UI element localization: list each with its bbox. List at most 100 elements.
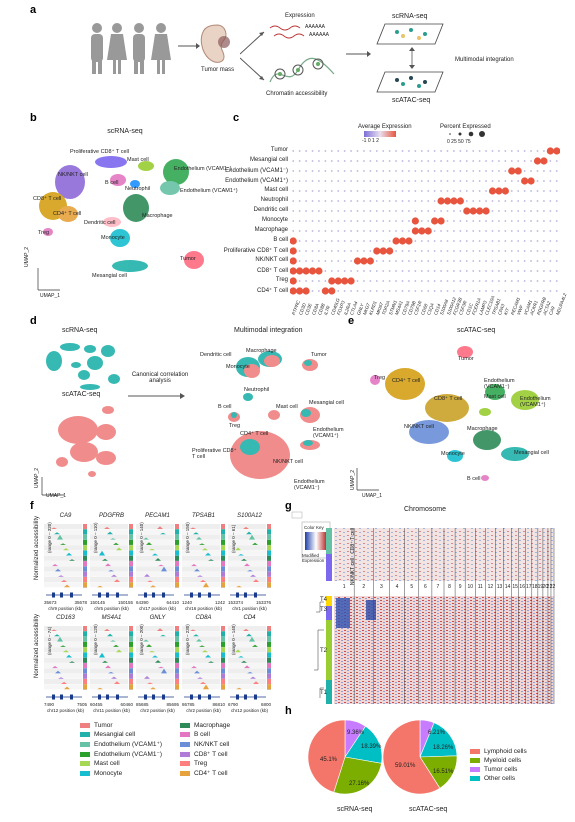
dotplot-dot — [453, 260, 455, 262]
polya-2: AAAAAA — [309, 32, 330, 38]
dotplot-dot — [318, 170, 320, 172]
dotplot-dot — [530, 210, 532, 212]
dotplot-dot — [543, 210, 545, 212]
panel-label-e: e — [348, 315, 355, 327]
dotplot-dot — [408, 220, 410, 222]
dotplot-dot — [504, 170, 507, 172]
dotplot-dot — [375, 240, 378, 242]
dotplot-dot — [427, 160, 430, 162]
dotplot-dot — [543, 290, 545, 292]
cluster-mast — [138, 161, 154, 171]
dotplot-dot — [446, 280, 449, 282]
dotplot-dot — [366, 257, 374, 265]
dotplot-dot — [420, 190, 423, 192]
dotplot-dot — [440, 270, 442, 272]
f-top-tracks: CA9 (range 0 – 320) 35673 35678 chr9 positio… — [44, 513, 284, 613]
dotplot-dot — [498, 160, 500, 162]
dotplot-dot — [485, 200, 487, 202]
dotplot-dot — [318, 290, 320, 292]
dotplot-dot — [298, 230, 301, 232]
dotplot-dot — [491, 240, 494, 242]
dotplot-dot — [318, 180, 320, 182]
dotplot-dot — [478, 280, 481, 282]
d-integration-title: Multimodal integration — [234, 327, 303, 334]
dotplot-dot — [356, 180, 359, 182]
dotplot-dot — [292, 190, 295, 192]
dotplot-dot — [555, 250, 558, 252]
dotplot-dot — [427, 290, 430, 292]
dotplot-dot — [350, 260, 352, 262]
dotplot-dot — [440, 290, 442, 292]
dotplot-dot — [302, 267, 310, 275]
f-track-cd8a: CD8A (range 0 – 230) 86785 86810 chr2 positi… — [182, 615, 225, 715]
dotplot-dot — [363, 240, 365, 242]
dotplot-dot — [433, 230, 436, 232]
dotplot-dot — [395, 280, 397, 282]
dotplot-dot — [530, 220, 532, 222]
dotplot-dot — [440, 180, 442, 182]
dotplot-dot — [517, 180, 520, 182]
dotplot-dot — [517, 250, 520, 252]
dotplot-grid — [290, 147, 560, 295]
g-chromosome-number: 10 — [467, 584, 474, 590]
f-range-label: (range 0 – 140) — [139, 522, 144, 553]
dotplot-dot — [350, 210, 352, 212]
dotplot-dot — [408, 280, 410, 282]
g-chromosome-number: 6 — [423, 584, 427, 590]
d-label-macrophage: Macrophage — [246, 348, 277, 354]
dotplot-dot — [401, 210, 404, 212]
dotplot-dot — [472, 290, 475, 292]
e-label-mesangial: Mesangial cell — [514, 450, 549, 456]
e-label-tumor: Tumor — [458, 356, 474, 362]
dotplot-dot — [491, 200, 494, 202]
dotplot-dot — [305, 200, 307, 202]
label-neutrophil-b: Neutrophil — [125, 186, 151, 192]
d-scatac-title: scATAC-seq — [62, 391, 101, 398]
dotplot-dot — [414, 240, 417, 242]
f-legend-item: B cell — [180, 731, 280, 738]
dotplot-dot — [395, 250, 397, 252]
dotplot-dot — [360, 257, 368, 265]
scrna-label-a: scRNA-seq — [392, 13, 428, 20]
dotplot-dot — [440, 190, 442, 192]
dotplot-dot — [523, 290, 526, 292]
dotplot-dot — [549, 210, 552, 212]
g-t4: T4 — [320, 597, 328, 603]
dotplot-dot — [318, 260, 320, 262]
avg-expr-title: Average Expression — [358, 124, 412, 130]
dotplot-dot — [543, 180, 545, 182]
dotplot-dot — [543, 240, 545, 242]
dotplot-dot — [382, 210, 385, 212]
f-range-label: (range 0 – 110) — [93, 522, 98, 553]
dotplot-dot — [324, 250, 327, 252]
dotplot-dot — [350, 240, 352, 242]
dotplot-dot — [491, 150, 494, 152]
dotplot-dot — [472, 220, 475, 222]
dotplot-dot — [382, 270, 385, 272]
dotplot-dot — [356, 160, 359, 162]
pie-slice — [333, 756, 382, 795]
dotplot-dot — [459, 230, 462, 232]
dotplot-dot — [459, 210, 462, 212]
dotplot-dot — [482, 207, 490, 215]
f-gene-title: PECAM1 — [145, 513, 170, 519]
dotplot-dot — [523, 190, 526, 192]
g-chromosome-number: 2 — [362, 584, 366, 590]
dotplot-dot — [382, 220, 385, 222]
dotplot-dot — [427, 270, 430, 272]
umap-b-title: scRNA-seq — [107, 128, 143, 135]
d-scatac-umap — [56, 406, 116, 477]
f-gene-title: S100A12 — [237, 513, 262, 519]
dotplot-dot — [517, 260, 520, 262]
dotplot-row-label: Neutrophil — [260, 197, 288, 203]
dotplot-dot — [420, 180, 423, 182]
dotplot-dot — [491, 280, 494, 282]
h-legend-label: Lymphoid cells — [484, 748, 527, 755]
dotplot-dot — [414, 270, 417, 272]
dotplot-dot — [318, 210, 320, 212]
dotplot-dot — [420, 260, 423, 262]
dotplot-dot — [337, 250, 340, 252]
dotplot-dot — [356, 230, 359, 232]
dotplot-dot — [392, 237, 400, 245]
g-chromosome-number: 8 — [448, 584, 451, 590]
